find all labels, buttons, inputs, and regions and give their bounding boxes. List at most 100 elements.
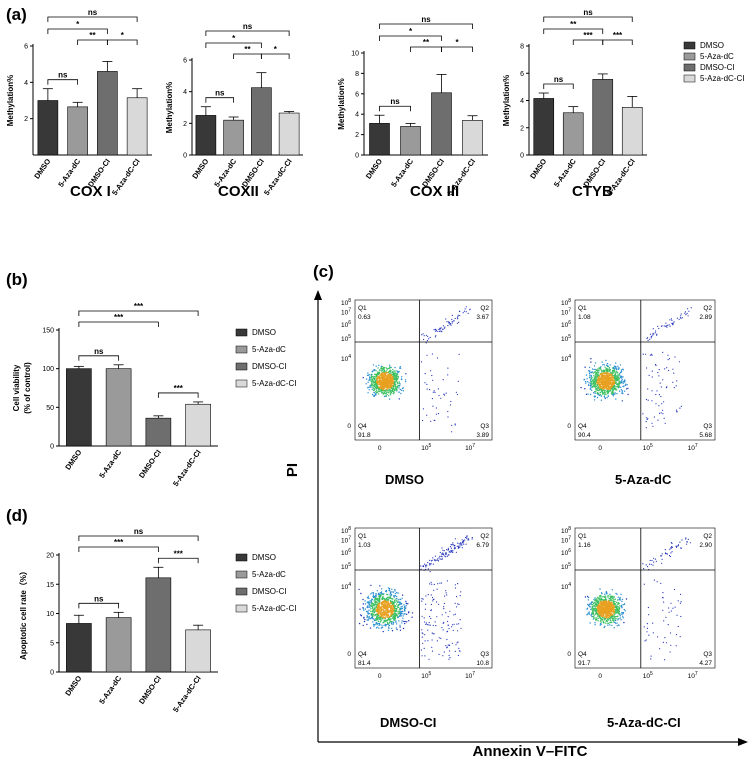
event-dot	[673, 321, 675, 323]
event-dot	[392, 390, 395, 393]
event-dot	[446, 321, 448, 323]
event-dot	[377, 393, 380, 395]
event-dot	[401, 613, 403, 615]
event-dot	[673, 588, 676, 591]
event-dot	[674, 606, 676, 608]
event-dot	[594, 377, 596, 379]
significance-label: ***	[134, 302, 144, 311]
event-dot	[657, 636, 659, 638]
event-dot	[392, 388, 394, 391]
event-dot	[593, 382, 596, 384]
event-dot	[450, 400, 452, 403]
event-dot	[376, 607, 379, 609]
event-dot	[390, 374, 392, 377]
event-dot	[606, 368, 609, 370]
event-dot	[665, 322, 667, 324]
event-dot	[597, 372, 600, 374]
event-dot	[652, 425, 654, 427]
event-dot	[372, 609, 374, 612]
event-dot	[602, 608, 605, 610]
event-dot	[659, 648, 661, 650]
event-dot	[367, 602, 369, 604]
event-dot	[588, 372, 591, 375]
event-dot	[408, 620, 410, 622]
event-dot	[390, 597, 392, 599]
event-dot	[435, 559, 437, 561]
event-dot	[396, 374, 398, 376]
event-dot	[395, 614, 397, 616]
event-dot	[397, 384, 399, 387]
event-dot	[456, 322, 458, 324]
event-dot	[453, 320, 455, 322]
event-dot	[440, 558, 442, 560]
event-dot	[395, 375, 397, 378]
event-dot	[606, 622, 608, 624]
event-dot	[381, 598, 384, 600]
event-dot	[590, 389, 593, 391]
event-dot	[372, 594, 375, 597]
facs-y-tick-exp: 4	[568, 582, 571, 588]
event-dot	[651, 376, 653, 378]
event-dot	[456, 606, 458, 608]
event-dot	[363, 617, 365, 619]
event-dot	[615, 611, 617, 613]
facs-y-tick: 107	[341, 308, 351, 317]
event-dot	[386, 593, 388, 596]
event-dot	[405, 373, 407, 375]
significance-bracket	[205, 42, 262, 48]
event-dot	[392, 623, 394, 626]
event-dot	[605, 364, 608, 366]
event-dot	[671, 319, 673, 321]
event-dot	[389, 596, 392, 598]
event-dot	[380, 377, 383, 379]
event-dot	[445, 556, 447, 558]
event-dot	[652, 564, 654, 566]
event-dot	[447, 554, 449, 556]
event-dot	[373, 615, 375, 617]
event-dot	[595, 598, 598, 600]
event-dot	[387, 606, 390, 609]
event-dot	[403, 604, 405, 606]
event-dot	[648, 614, 650, 616]
event-dot	[440, 637, 442, 640]
facs-y-tick-exp: 5	[568, 334, 571, 340]
event-dot	[397, 382, 399, 385]
bar-5-Aza-dC-CI	[278, 112, 300, 156]
q1-label: Q1	[578, 305, 587, 312]
event-dot	[662, 609, 664, 611]
event-dot	[387, 384, 390, 386]
facs-x-tick-exp: 7	[472, 443, 475, 449]
event-dot	[671, 322, 673, 325]
event-dot	[645, 427, 647, 429]
significance-label: ***	[174, 384, 184, 393]
y-tick-label: 6	[24, 44, 28, 51]
event-dot	[422, 633, 424, 635]
event-dot	[613, 596, 615, 598]
event-dot	[664, 549, 666, 551]
event-dot	[614, 367, 616, 369]
legend-swatch	[683, 52, 696, 61]
event-dot	[371, 388, 373, 391]
event-dot	[613, 372, 615, 374]
event-dot	[601, 390, 603, 392]
event-dot	[679, 407, 681, 409]
event-dot	[383, 374, 385, 376]
event-dot	[600, 377, 603, 380]
y-tick-label: 0	[183, 153, 187, 160]
category-label: 5-Aza-dC	[97, 448, 123, 480]
q1-value: 1.16	[578, 542, 591, 549]
event-dot	[667, 359, 669, 361]
event-dot	[646, 418, 648, 421]
event-dot	[647, 606, 650, 609]
event-dot	[370, 610, 372, 612]
event-dot	[367, 392, 369, 394]
event-dot	[392, 382, 394, 384]
event-dot	[451, 318, 453, 320]
event-dot	[620, 619, 622, 621]
event-dot	[615, 379, 618, 382]
event-dot	[366, 606, 368, 609]
event-dot	[680, 405, 682, 407]
event-dot	[458, 647, 460, 650]
event-dot	[373, 624, 375, 626]
facs-y-tick: 0	[567, 423, 571, 430]
